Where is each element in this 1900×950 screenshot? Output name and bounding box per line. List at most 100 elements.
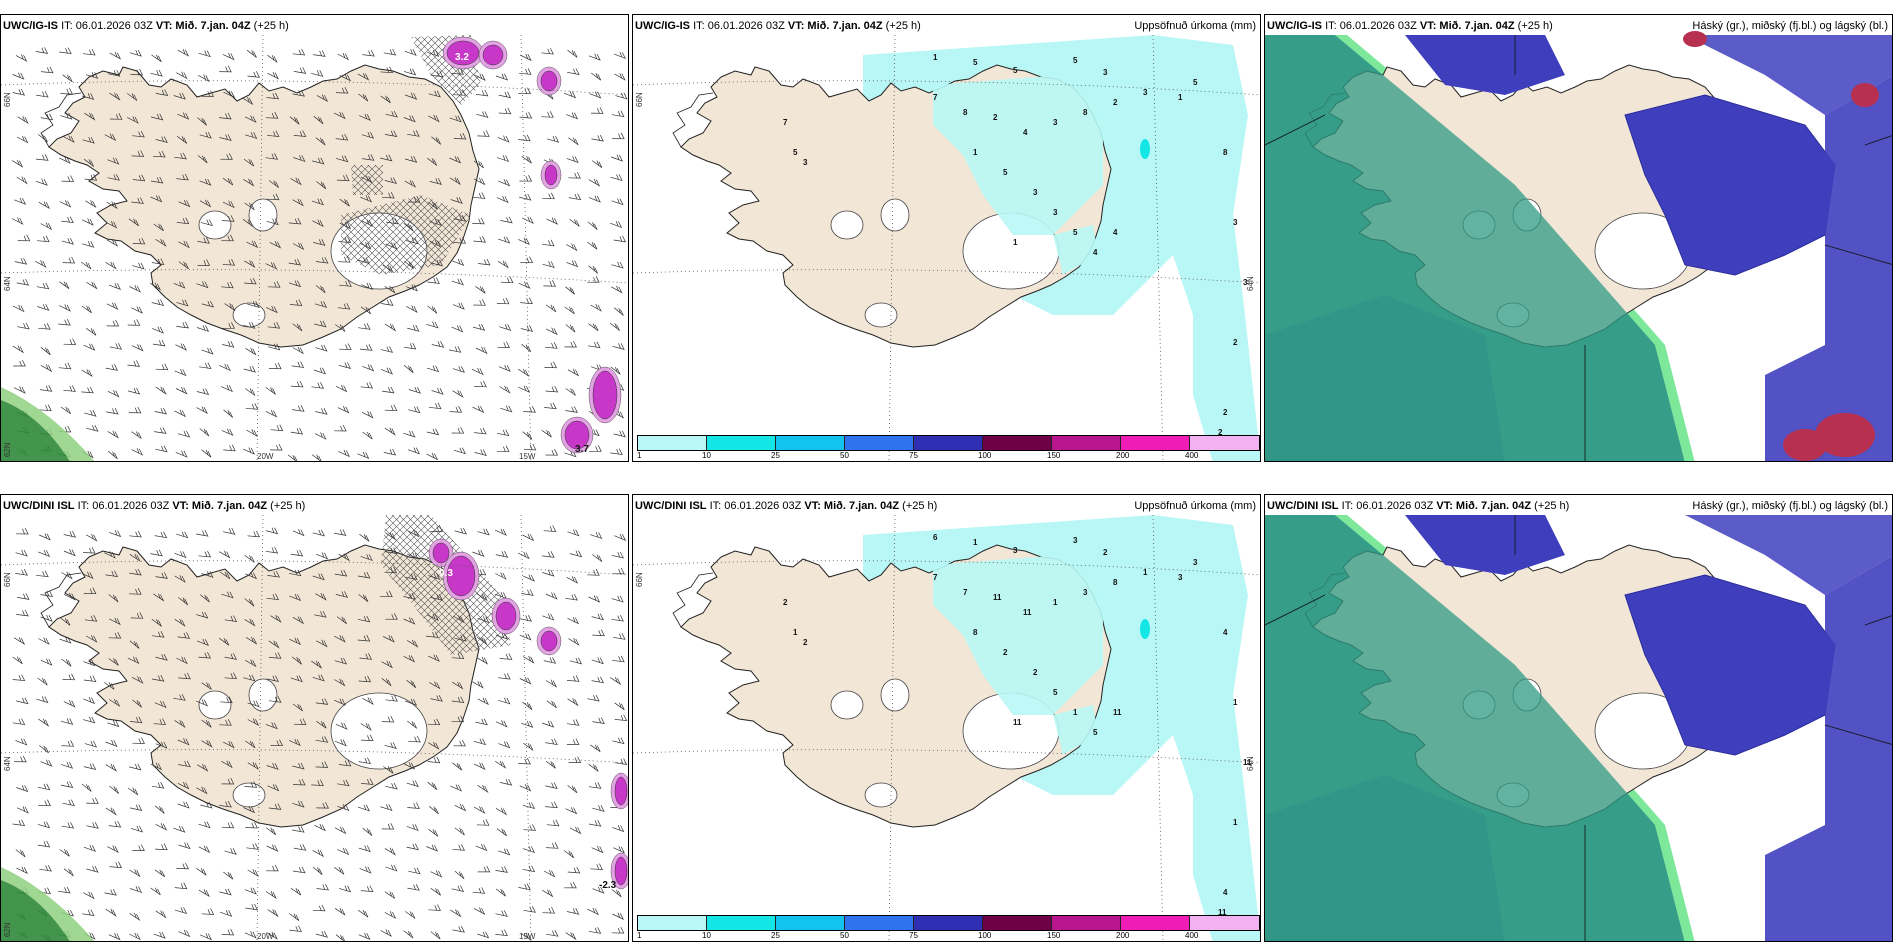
colorbar-segment [983, 436, 1052, 450]
wind-barb [292, 616, 305, 625]
wind-barb [107, 174, 120, 181]
wind-barb [83, 844, 97, 852]
wind-barb [592, 717, 605, 724]
wind-barb [427, 201, 438, 210]
wind-barb [384, 285, 396, 294]
wind-barb [245, 347, 257, 356]
wind-barb [358, 594, 369, 602]
colorbar-tick-label: 50 [840, 931, 849, 940]
wind-barb [14, 197, 27, 205]
wind-barb [610, 676, 622, 686]
wind-barb [566, 719, 580, 726]
wind-barb [523, 742, 534, 751]
wind-barb [359, 241, 372, 250]
wind-barb [178, 597, 189, 606]
wind-barb [174, 409, 186, 418]
colorbar-tick-label: 100 [978, 931, 992, 940]
wind-barb [243, 447, 255, 455]
wind-barb [336, 155, 349, 163]
wind-barb [17, 116, 29, 125]
wind-barb [545, 304, 557, 313]
wind-barb [406, 780, 419, 788]
wind-barb [16, 278, 30, 286]
wind-barb [427, 277, 440, 284]
wind-barb [587, 694, 600, 702]
wind-barb [334, 867, 345, 875]
wind-barb [200, 933, 213, 941]
wind-barb [588, 820, 602, 827]
wind-barb [315, 931, 328, 938]
wind-barb [154, 869, 166, 878]
wind-barb [357, 804, 370, 812]
wind-barb [475, 843, 488, 852]
wind-barb [500, 216, 513, 224]
wind-barb [429, 218, 442, 226]
wind-barb [15, 849, 26, 858]
precip-value: 3 [1193, 558, 1198, 567]
precip-value: 2 [993, 113, 998, 122]
mid-cloud [1405, 35, 1565, 95]
wind-barb [315, 137, 326, 146]
wind-barb [131, 197, 144, 204]
wind-barb [218, 550, 231, 559]
wind-barb [312, 573, 325, 581]
wind-barb [362, 827, 373, 836]
wind-barb [314, 301, 328, 308]
wind-barb [12, 72, 25, 80]
wind-barb [588, 927, 602, 934]
wind-barb [495, 551, 509, 558]
wind-barb [246, 636, 258, 645]
valid-time: Mið. 7.jan. 04Z [807, 20, 883, 32]
wind-barb [201, 300, 215, 308]
wind-barb [153, 931, 166, 939]
wind-barb [61, 216, 74, 224]
wind-barb [287, 454, 298, 461]
wind-barb [38, 799, 51, 807]
wind-barb [245, 903, 259, 911]
wind-barb [13, 359, 26, 367]
wind-barb [610, 220, 623, 229]
wind-barb [245, 388, 256, 396]
wind-barb [408, 386, 421, 394]
wind-barb [405, 698, 418, 706]
grid-line [1265, 515, 1892, 745]
wind-barb [591, 657, 604, 665]
wind-barb [267, 909, 279, 918]
wind-barb [475, 286, 486, 294]
wind-barb [197, 117, 207, 126]
model-name: UWC/IG-IS [635, 20, 690, 32]
wind-barb [174, 882, 188, 890]
wind-barb [199, 131, 212, 139]
colorbar-segment [914, 916, 983, 930]
wind-barb [35, 178, 48, 186]
wind-barb [200, 219, 213, 227]
precip-value: 3 [1178, 573, 1183, 582]
wind-barb [129, 886, 143, 894]
wind-barb [357, 257, 370, 264]
wind-barb [16, 609, 29, 617]
wind-barb [293, 718, 307, 725]
wind-barb [569, 550, 583, 558]
lon-label: 20W [257, 932, 274, 941]
wind-barb [472, 324, 486, 331]
wind-barb [86, 425, 99, 432]
model-name: UWC/DINI ISL [1267, 500, 1339, 512]
wind-barb [108, 282, 122, 290]
wind-barb [196, 388, 210, 396]
wind-barb [545, 449, 559, 456]
wind-barb [269, 240, 282, 249]
wind-barb [613, 235, 627, 243]
wind-barb [611, 926, 625, 934]
wind-barb [568, 756, 582, 763]
wind-barb [108, 658, 119, 666]
precip-value: 5 [1073, 56, 1078, 65]
precip-value: 3 [803, 158, 808, 167]
wind-barb [542, 613, 555, 621]
wind-barb [541, 111, 554, 118]
wind-barb [588, 178, 601, 187]
precip-value: 3 [1033, 188, 1038, 197]
wind-barb [105, 763, 117, 772]
precip-value: 3 [1143, 88, 1148, 97]
precip-value: 3 [1013, 546, 1018, 555]
panel-header: UWC/IG-IS IT: 06.01.2026 03Z VT: Mið. 7.… [1267, 20, 1553, 32]
